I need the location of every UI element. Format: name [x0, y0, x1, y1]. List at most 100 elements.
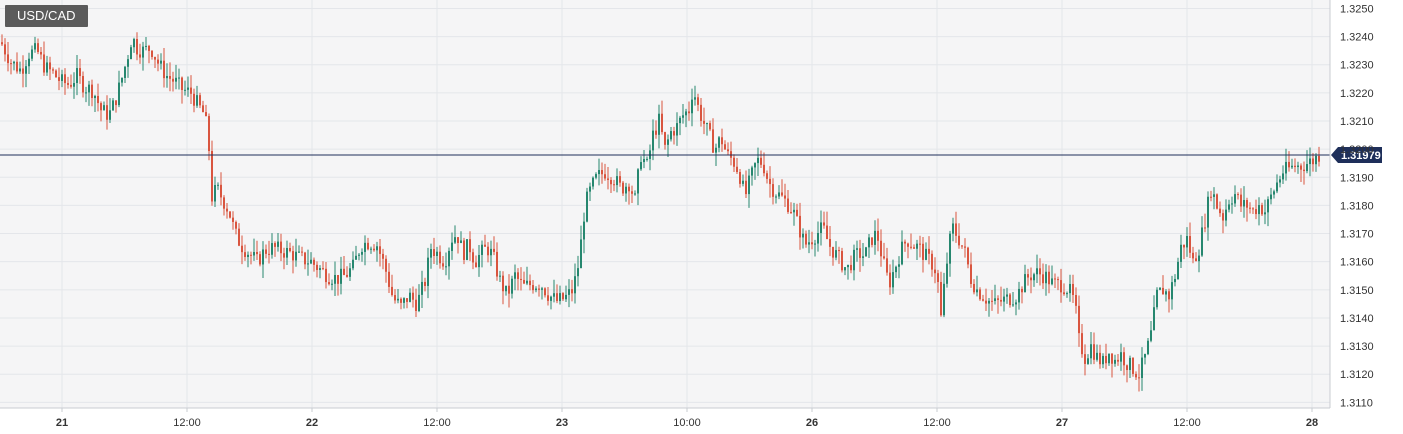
- candle-body: [937, 273, 939, 283]
- x-tick-label: 12:00: [423, 417, 451, 429]
- candle-body: [1279, 179, 1281, 183]
- candle-body: [1252, 208, 1254, 210]
- candle-body: [823, 222, 825, 226]
- candle-body: [907, 243, 909, 247]
- candle-body: [1102, 355, 1104, 365]
- candle-body: [1114, 359, 1116, 364]
- candle-body: [1219, 208, 1221, 214]
- candle-body: [1231, 203, 1233, 205]
- candle-body: [1072, 283, 1074, 296]
- candle-body: [739, 171, 741, 184]
- candle-body: [76, 68, 78, 84]
- candle-body: [973, 283, 975, 293]
- candle-body: [1258, 205, 1260, 215]
- candle-body: [778, 192, 780, 197]
- candle-body: [583, 221, 585, 240]
- candle-body: [760, 157, 762, 165]
- candle-body: [769, 178, 771, 185]
- candle-body: [1078, 305, 1080, 334]
- candle-body: [853, 249, 855, 271]
- candle-body: [967, 247, 969, 265]
- candle-body: [598, 170, 600, 175]
- candle-body: [682, 115, 684, 118]
- candle-body: [49, 62, 51, 70]
- candle-body: [1297, 165, 1299, 168]
- candle-body: [925, 248, 927, 260]
- candle-body: [1135, 373, 1137, 378]
- candle-body: [1054, 278, 1056, 280]
- candle-body: [16, 61, 18, 72]
- candle-body: [202, 105, 204, 113]
- candle-body: [559, 293, 561, 302]
- candle-body: [1174, 279, 1176, 283]
- candle-body: [799, 215, 801, 238]
- candle-body: [1129, 357, 1131, 371]
- candle-body: [976, 289, 978, 293]
- candle-body: [790, 211, 792, 213]
- candle-body: [427, 257, 429, 286]
- candle-body: [1063, 292, 1065, 295]
- candle-body: [451, 242, 453, 251]
- candle-body: [499, 275, 501, 277]
- grid-lines: [0, 0, 1330, 408]
- candle-body: [919, 243, 921, 245]
- candle-body: [214, 185, 216, 202]
- candle-body: [523, 279, 525, 284]
- plot-area: [0, 0, 1330, 408]
- candle-body: [493, 248, 495, 252]
- candle-body: [1312, 158, 1314, 165]
- y-tick-label: 1.3180: [1340, 200, 1374, 212]
- candle-body: [103, 105, 105, 111]
- candle-body: [1234, 194, 1236, 204]
- candle-body: [604, 174, 606, 179]
- candle-body: [520, 278, 522, 280]
- candle-body: [1060, 280, 1062, 293]
- candle-body: [1105, 355, 1107, 364]
- current-price-line: 1.31979: [0, 147, 1382, 164]
- candle-body: [469, 239, 471, 253]
- candle-body: [130, 47, 132, 60]
- candle-body: [25, 66, 27, 74]
- candle-body: [319, 268, 321, 270]
- candle-body: [1165, 291, 1167, 295]
- candle-body: [22, 68, 24, 74]
- x-tick-label: 27: [1056, 417, 1068, 429]
- candle-body: [151, 50, 153, 57]
- candle-body: [70, 84, 72, 87]
- candle-body: [343, 268, 345, 275]
- candle-body: [964, 246, 966, 248]
- candle-body: [667, 139, 669, 145]
- candle-body: [889, 272, 891, 288]
- candle-body: [868, 237, 870, 248]
- candle-body: [694, 97, 696, 100]
- candle-body: [1264, 212, 1266, 215]
- candle-body: [466, 239, 468, 260]
- candle-body: [334, 274, 336, 284]
- candle-body: [1048, 271, 1050, 285]
- candle-body: [496, 251, 498, 277]
- candle-body: [247, 254, 249, 257]
- candle-body: [706, 123, 708, 125]
- y-tick-label: 1.3170: [1340, 229, 1374, 241]
- candle-body: [1261, 205, 1263, 215]
- candle-body: [40, 51, 42, 55]
- candle-body: [1015, 302, 1017, 305]
- candle-body: [286, 248, 288, 258]
- candle-body: [430, 249, 432, 258]
- candle-body: [745, 180, 747, 195]
- candle-body: [1000, 299, 1002, 302]
- candle-body: [607, 178, 609, 180]
- candle-body: [4, 44, 6, 55]
- candle-body: [349, 268, 351, 277]
- candle-body: [601, 170, 603, 175]
- candle-body: [94, 95, 96, 99]
- candle-body: [709, 123, 711, 130]
- candle-body: [1027, 274, 1029, 278]
- candle-body: [529, 280, 531, 286]
- candle-body: [766, 173, 768, 179]
- candle-body: [1225, 209, 1227, 221]
- candle-body: [979, 289, 981, 300]
- candle-body: [1084, 354, 1086, 364]
- candle-body: [1111, 353, 1113, 364]
- candle-body: [370, 248, 372, 250]
